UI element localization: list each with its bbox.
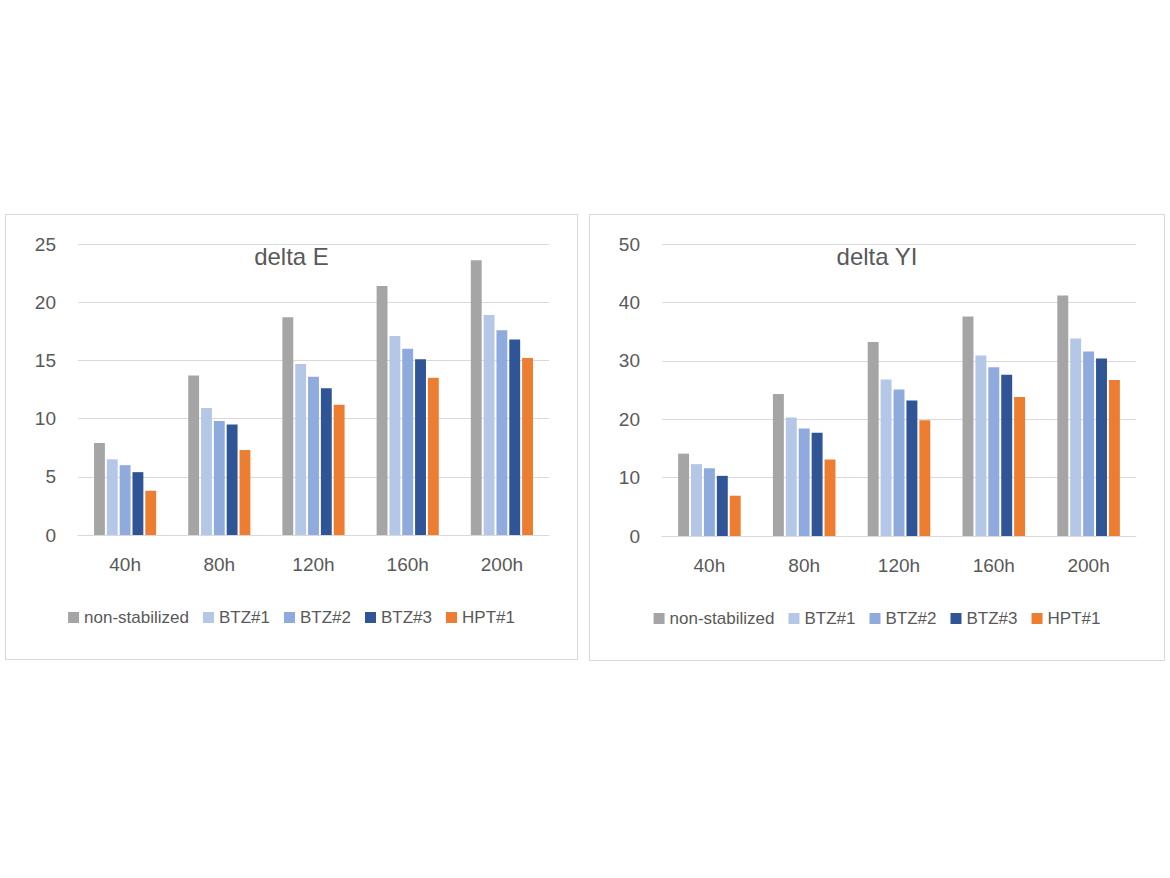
svg-text:160h: 160h: [387, 554, 429, 575]
svg-text:30: 30: [619, 350, 640, 371]
svg-text:80h: 80h: [788, 555, 820, 576]
svg-text:non-stabilized: non-stabilized: [84, 608, 189, 627]
svg-text:160h: 160h: [973, 555, 1015, 576]
svg-text:50: 50: [619, 234, 640, 255]
svg-text:25: 25: [35, 234, 56, 255]
svg-text:10: 10: [619, 467, 640, 488]
svg-text:200h: 200h: [1067, 555, 1109, 576]
svg-text:BTZ#2: BTZ#2: [300, 608, 351, 627]
svg-text:5: 5: [45, 466, 56, 487]
svg-text:0: 0: [629, 526, 640, 547]
svg-text:20: 20: [619, 409, 640, 430]
svg-text:HPT#1: HPT#1: [1048, 609, 1101, 628]
svg-text:200h: 200h: [481, 554, 523, 575]
svg-text:15: 15: [35, 350, 56, 371]
svg-text:HPT#1: HPT#1: [462, 608, 515, 627]
svg-text:BTZ#2: BTZ#2: [885, 609, 936, 628]
svg-text:non-stabilized: non-stabilized: [670, 609, 775, 628]
svg-text:BTZ#3: BTZ#3: [381, 608, 432, 627]
svg-text:20: 20: [35, 292, 56, 313]
svg-text:80h: 80h: [203, 554, 235, 575]
svg-text:BTZ#3: BTZ#3: [967, 609, 1018, 628]
svg-text:10: 10: [35, 408, 56, 429]
svg-text:120h: 120h: [292, 554, 334, 575]
svg-text:40h: 40h: [694, 555, 726, 576]
svg-text:40h: 40h: [109, 554, 141, 575]
svg-text:120h: 120h: [878, 555, 920, 576]
svg-text:delta YI: delta YI: [837, 243, 918, 270]
svg-text:0: 0: [45, 525, 56, 546]
svg-text:delta E: delta E: [254, 243, 329, 270]
svg-text:40: 40: [619, 292, 640, 313]
svg-text:BTZ#1: BTZ#1: [804, 609, 855, 628]
svg-text:BTZ#1: BTZ#1: [219, 608, 270, 627]
